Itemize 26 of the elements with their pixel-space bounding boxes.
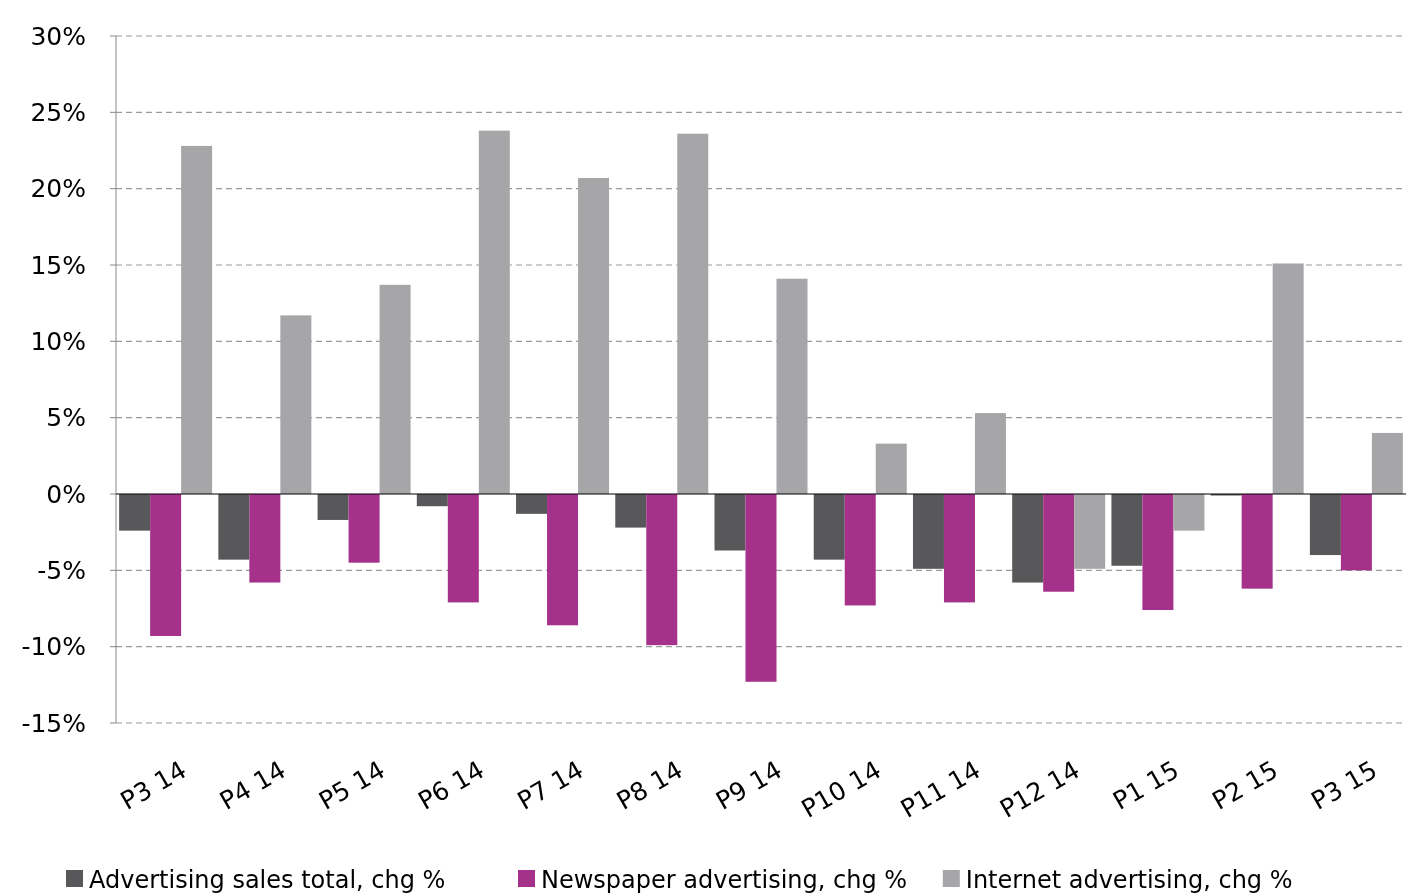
x-tick-label: P2 15 (1207, 755, 1283, 816)
x-tick-label: P4 14 (214, 755, 291, 816)
legend-label: Newspaper advertising, chg % (541, 866, 908, 894)
legend-label: Internet advertising, chg % (965, 866, 1293, 894)
y-tick-label: 0% (46, 479, 86, 509)
x-tick-label: P12 14 (994, 755, 1085, 824)
y-tick-label: -5% (37, 556, 86, 586)
y-tick-label: 10% (30, 327, 86, 357)
y-tick-label: 25% (30, 98, 86, 128)
legend-label: Advertising sales total, chg % (89, 866, 446, 894)
y-tick-label: 30% (30, 21, 86, 51)
x-tick-label: P8 14 (611, 755, 688, 816)
x-tick-label: P3 15 (1306, 755, 1383, 816)
x-tick-label: P11 14 (895, 755, 986, 824)
y-tick-label: -15% (21, 708, 86, 738)
y-tick-label: 15% (30, 250, 86, 280)
x-tick-label: P7 14 (512, 755, 589, 816)
x-tick-label: P5 14 (314, 755, 390, 816)
x-tick-label: P9 14 (710, 755, 787, 816)
x-tick-label: P3 14 (115, 755, 192, 816)
x-tick-label: P1 15 (1107, 755, 1184, 816)
y-tick-label: -10% (21, 632, 86, 662)
x-tick-label: P6 14 (413, 755, 490, 816)
y-tick-label: 5% (46, 403, 86, 433)
y-tick-label: 20% (30, 174, 86, 204)
x-tick-label: P10 14 (796, 755, 886, 824)
